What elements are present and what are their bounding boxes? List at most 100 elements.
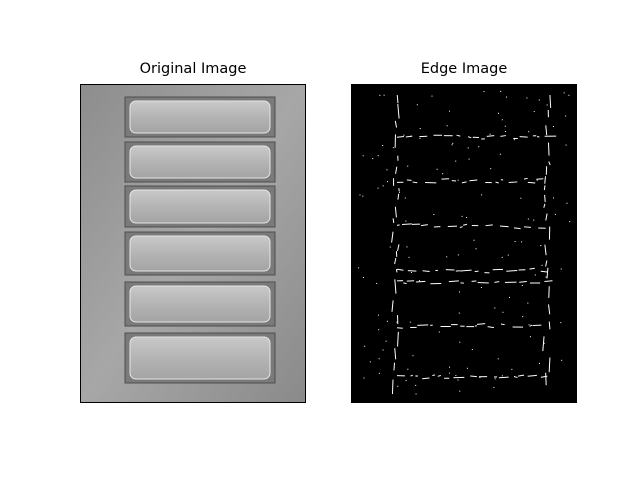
edge-speck (528, 324, 530, 326)
edge-speck (501, 119, 503, 121)
edge-speck (511, 368, 513, 370)
edge-speck (396, 321, 398, 323)
edge-speck (468, 158, 470, 160)
edge-speck (364, 345, 366, 347)
edge-speck (493, 386, 495, 388)
edge-segment (395, 166, 398, 174)
edge-segment (459, 269, 472, 272)
original-image-title: Original Image (139, 61, 247, 77)
edge-segment (495, 181, 499, 184)
edge-speck (514, 376, 516, 378)
edge-speck (509, 296, 511, 298)
edge-segment (420, 224, 428, 227)
edge-speck (502, 311, 504, 313)
edge-segment (508, 181, 518, 183)
edge-segment (486, 135, 495, 137)
edge-speck (419, 137, 421, 139)
edge-segment (437, 375, 441, 377)
edge-segment (397, 244, 400, 252)
edge-speck (565, 144, 567, 146)
edge-speck (449, 110, 451, 112)
edge-speck (378, 329, 380, 331)
edge-segment (396, 224, 400, 226)
tray-fill (129, 100, 271, 134)
edge-speck (467, 147, 469, 149)
edge-segment (500, 323, 505, 326)
edge-speck (406, 246, 408, 248)
edge-speck (405, 220, 407, 222)
edge-speck (451, 144, 453, 146)
edge-segment (500, 135, 507, 137)
edge-segment (391, 300, 394, 312)
edge-speck (566, 202, 568, 204)
edge-speck (400, 280, 402, 282)
edge-speck (504, 131, 506, 133)
edge-speck (520, 197, 522, 199)
edge-segment (487, 326, 495, 329)
edge-speck (392, 147, 394, 149)
edge-segment (545, 125, 548, 136)
tray-fill (129, 145, 271, 179)
edge-segment (543, 185, 546, 191)
edge-speck (372, 158, 374, 160)
edge-speck (527, 218, 529, 220)
edge-speck (533, 219, 535, 221)
edge-speck (412, 355, 414, 357)
edge-speck (504, 125, 506, 127)
edge-speck (458, 312, 460, 314)
edge-speck (546, 104, 548, 106)
edge-speck (404, 197, 406, 199)
edge-speck (521, 241, 523, 243)
edge-speck (403, 134, 405, 136)
edge-speck (449, 366, 451, 368)
edge-segment (394, 348, 397, 360)
edge-segment (396, 268, 404, 271)
edge-speck (494, 307, 496, 309)
edge-speck (362, 276, 364, 278)
edge-segment (544, 244, 547, 256)
edge-segment (544, 176, 547, 184)
edge-speck (385, 340, 387, 342)
edge-segment (417, 324, 429, 326)
edge-speck (529, 336, 531, 338)
edge-segment (485, 224, 493, 227)
edge-segment (547, 142, 550, 156)
edge-segment (470, 375, 477, 378)
edge-segment (548, 161, 551, 166)
edge-segment (506, 269, 518, 272)
edge-segment (546, 267, 549, 279)
tray-fill (129, 235, 271, 272)
edge-speck (506, 96, 508, 98)
edge-speck (408, 256, 410, 258)
edge-image-panel (351, 84, 577, 403)
edge-speck (446, 125, 448, 127)
edge-speck (459, 390, 461, 392)
edge-speck (569, 221, 571, 223)
edge-speck (481, 194, 483, 196)
edge-segment (397, 193, 400, 200)
edge-speck (369, 361, 371, 363)
edge-segment (499, 225, 509, 228)
edge-speck (501, 375, 503, 377)
edge-segment (396, 135, 404, 138)
edge-speck (466, 216, 468, 218)
edge-segment (477, 281, 489, 284)
edge-speck (533, 111, 535, 113)
edge-segment (412, 181, 418, 184)
edge-segment (397, 331, 399, 347)
edge-speck (398, 191, 400, 193)
edge-speck (497, 112, 499, 114)
edge-speck (415, 384, 417, 386)
edge-speck (471, 349, 473, 351)
edge-segment (456, 134, 461, 137)
edge-speck (473, 239, 475, 241)
edge-speck (407, 165, 409, 167)
edge-segment (410, 374, 413, 377)
edge-speck (501, 256, 503, 258)
edge-speck (461, 215, 463, 217)
edge-segment (391, 231, 394, 243)
edge-speck (540, 245, 542, 247)
edge-segment (544, 194, 546, 203)
edge-speck (379, 94, 381, 96)
edge-speck (489, 133, 491, 135)
